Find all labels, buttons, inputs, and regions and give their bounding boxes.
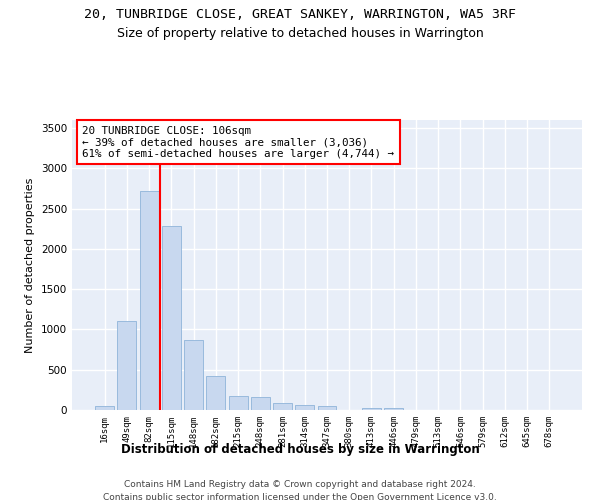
Bar — [95, 406, 114, 410]
Bar — [184, 340, 203, 410]
Text: Contains public sector information licensed under the Open Government Licence v3: Contains public sector information licen… — [103, 492, 497, 500]
Bar — [229, 396, 248, 410]
Bar — [273, 403, 292, 410]
Bar — [206, 376, 225, 410]
Bar — [295, 405, 314, 410]
Text: Distribution of detached houses by size in Warrington: Distribution of detached houses by size … — [121, 442, 479, 456]
Bar — [362, 408, 381, 410]
Bar — [118, 322, 136, 410]
Text: Size of property relative to detached houses in Warrington: Size of property relative to detached ho… — [116, 28, 484, 40]
Bar — [317, 406, 337, 410]
Bar — [162, 226, 181, 410]
Bar — [251, 397, 270, 410]
Text: 20 TUNBRIDGE CLOSE: 106sqm
← 39% of detached houses are smaller (3,036)
61% of s: 20 TUNBRIDGE CLOSE: 106sqm ← 39% of deta… — [82, 126, 394, 159]
Bar — [140, 191, 158, 410]
Y-axis label: Number of detached properties: Number of detached properties — [25, 178, 35, 352]
Bar — [384, 408, 403, 410]
Text: Contains HM Land Registry data © Crown copyright and database right 2024.: Contains HM Land Registry data © Crown c… — [124, 480, 476, 489]
Text: 20, TUNBRIDGE CLOSE, GREAT SANKEY, WARRINGTON, WA5 3RF: 20, TUNBRIDGE CLOSE, GREAT SANKEY, WARRI… — [84, 8, 516, 20]
